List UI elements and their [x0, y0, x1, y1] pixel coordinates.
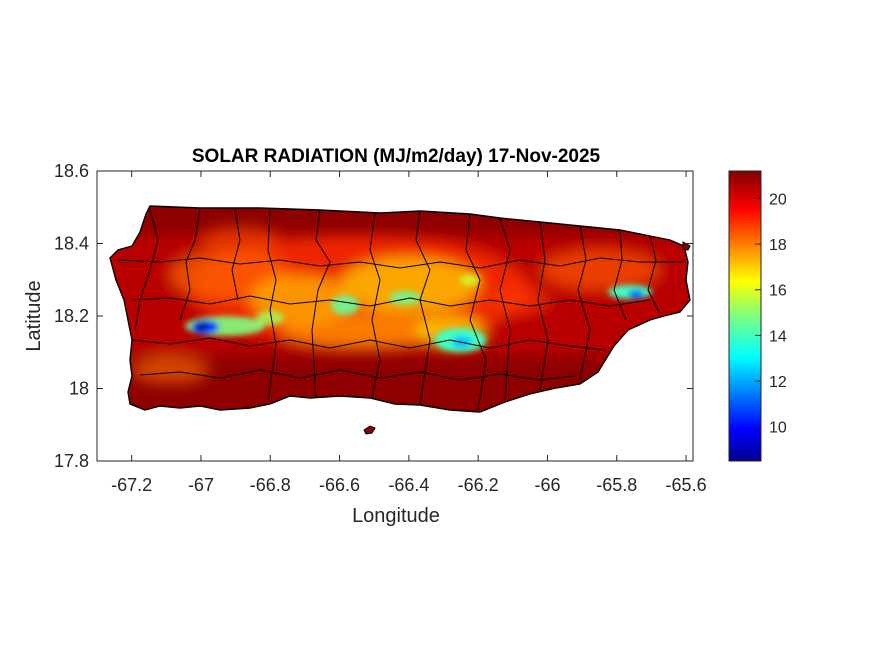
colorbar-tick-label: 18	[769, 237, 787, 254]
colorbar-tick-label: 20	[769, 191, 787, 208]
x-tick-label: -66.6	[319, 475, 360, 495]
y-tick-label: 17.8	[54, 451, 89, 471]
y-tick-label: 18	[69, 379, 89, 399]
y-tick-label: 18.2	[54, 306, 89, 326]
x-tick-label: -67.2	[111, 475, 152, 495]
x-axis: -67.2 -67 -66.8 -66.6 -66.4 -66.2 -66 -65.8 -65.…	[111, 171, 707, 495]
colorbar: 20 18 16 14 12 10	[728, 170, 787, 462]
colorbar-gradient	[728, 170, 762, 462]
colorbar-tick-label: 10	[769, 420, 787, 437]
y-tick-label: 18.4	[54, 234, 89, 254]
x-tick-label: -67	[188, 475, 214, 495]
x-tick-label: -66.4	[388, 475, 429, 495]
y-tick-label: 18.6	[54, 161, 89, 181]
y-axis: 18.6 18.4 18.2 18 17.8	[54, 161, 693, 471]
x-tick-label: -66	[534, 475, 560, 495]
colorbar-tick-label: 16	[769, 283, 787, 300]
municipal-boundaries	[109, 205, 691, 413]
x-tick-label: -66.2	[458, 475, 499, 495]
y-axis-label: Latitude	[23, 280, 45, 351]
x-axis-label: Longitude	[352, 505, 440, 527]
x-tick-label: -66.8	[250, 475, 291, 495]
colorbar-tick-label: 14	[769, 328, 787, 345]
x-tick-label: -65.8	[596, 475, 637, 495]
x-tick-label: -65.6	[666, 475, 707, 495]
map-title: SOLAR RADIATION (MJ/m2/day) 17-Nov-2025	[192, 146, 601, 167]
colorbar-tick-label: 12	[769, 374, 787, 391]
islet-caja-de-muertos	[363, 425, 376, 435]
islet-east	[682, 241, 691, 251]
